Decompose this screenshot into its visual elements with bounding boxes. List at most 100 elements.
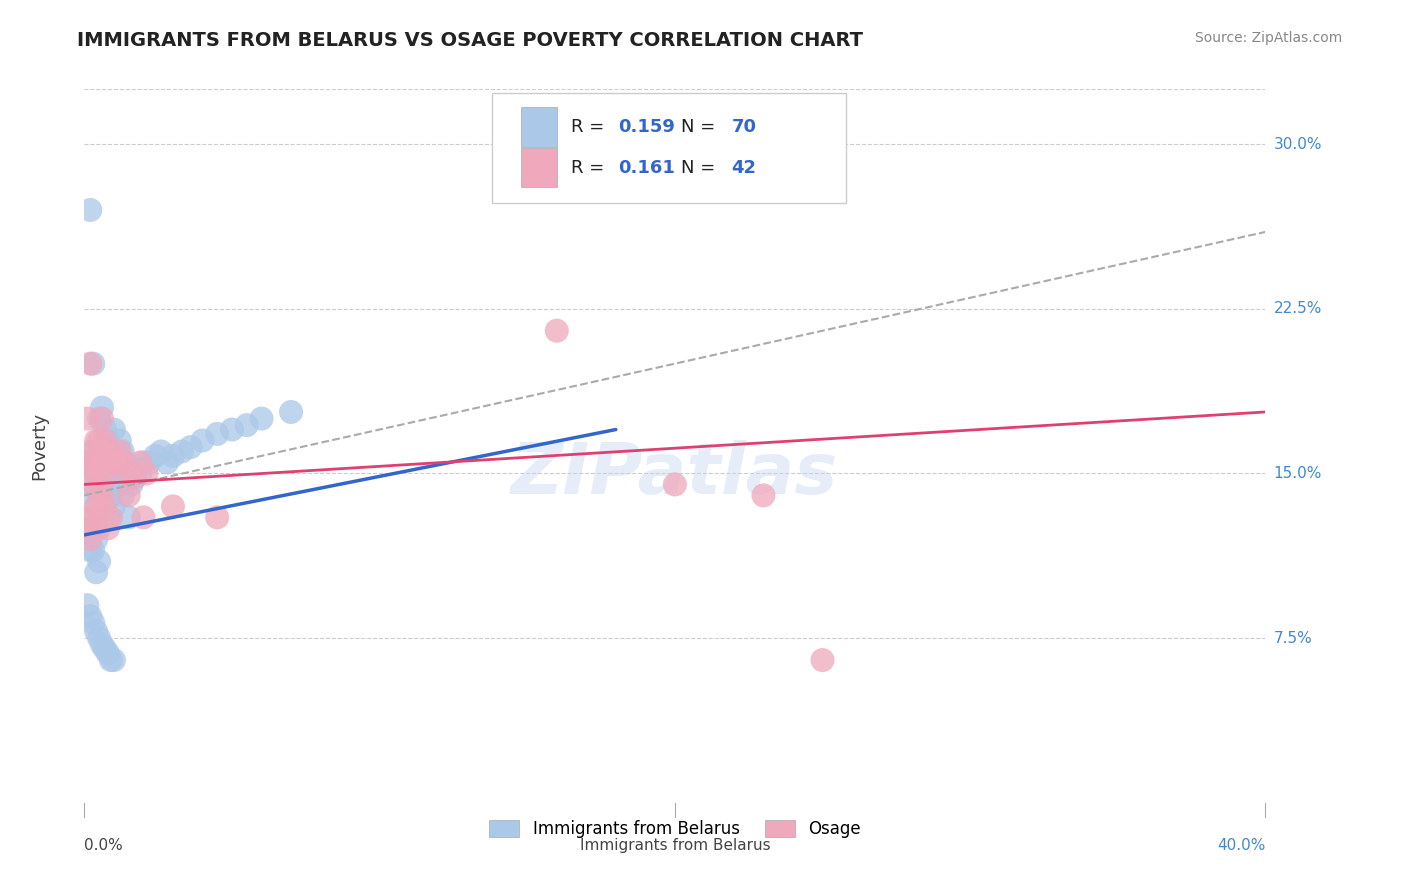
Text: R =: R =	[571, 159, 610, 177]
Point	[87, 467, 111, 481]
Point	[250, 411, 273, 425]
Point	[76, 510, 98, 524]
Point	[84, 500, 107, 514]
Point	[97, 467, 120, 481]
Text: R =: R =	[571, 118, 610, 136]
Point	[79, 533, 101, 547]
Point	[94, 642, 117, 657]
Point	[180, 440, 202, 454]
Point	[87, 411, 111, 425]
Point	[91, 638, 114, 652]
Point	[82, 488, 104, 502]
Point	[84, 434, 107, 448]
Text: 70: 70	[731, 118, 756, 136]
Point	[79, 543, 101, 558]
Point	[91, 510, 114, 524]
Text: 30.0%: 30.0%	[1274, 136, 1322, 152]
Point	[82, 510, 104, 524]
Point	[111, 455, 134, 469]
Point	[100, 455, 122, 469]
Point	[84, 566, 107, 580]
Text: 0.0%: 0.0%	[84, 838, 124, 854]
Point	[82, 543, 104, 558]
Point	[103, 449, 125, 463]
Point	[100, 653, 122, 667]
Point	[143, 449, 166, 463]
Point	[105, 477, 128, 491]
Point	[162, 500, 184, 514]
Point	[87, 434, 111, 448]
Point	[129, 455, 152, 469]
Point	[162, 449, 184, 463]
Point	[97, 647, 120, 661]
Point	[156, 455, 179, 469]
Point	[280, 405, 302, 419]
Point	[91, 444, 114, 458]
Text: 7.5%: 7.5%	[1274, 631, 1312, 646]
Point	[87, 488, 111, 502]
Point	[84, 533, 107, 547]
Point	[114, 455, 136, 469]
FancyBboxPatch shape	[522, 148, 557, 187]
Text: 42: 42	[731, 159, 756, 177]
Point	[91, 455, 114, 469]
Point	[97, 444, 120, 458]
Text: Source: ZipAtlas.com: Source: ZipAtlas.com	[1195, 31, 1343, 45]
Text: 15.0%: 15.0%	[1274, 466, 1322, 481]
Point	[127, 462, 149, 476]
Text: N =: N =	[681, 159, 721, 177]
Point	[97, 434, 120, 448]
Point	[118, 488, 141, 502]
Point	[94, 500, 117, 514]
Point	[752, 488, 775, 502]
Text: 40.0%: 40.0%	[1218, 838, 1265, 854]
Point	[91, 401, 114, 415]
Point	[76, 455, 98, 469]
Point	[82, 521, 104, 535]
Point	[191, 434, 214, 448]
Point	[87, 455, 111, 469]
Point	[207, 510, 229, 524]
Point	[76, 521, 98, 535]
Point	[132, 510, 155, 524]
Point	[84, 467, 107, 481]
Point	[82, 455, 104, 469]
Point	[100, 455, 122, 469]
Point	[100, 488, 122, 502]
Point	[103, 455, 125, 469]
Point	[79, 444, 101, 458]
Point	[84, 624, 107, 639]
Point	[124, 471, 146, 485]
Point	[108, 434, 131, 448]
Point	[546, 324, 568, 338]
Text: IMMIGRANTS FROM BELARUS VS OSAGE POVERTY CORRELATION CHART: IMMIGRANTS FROM BELARUS VS OSAGE POVERTY…	[77, 31, 863, 50]
Point	[100, 510, 122, 524]
Point	[91, 477, 114, 491]
Point	[79, 609, 101, 624]
Point	[91, 411, 114, 425]
Point	[79, 455, 101, 469]
Text: Poverty: Poverty	[31, 412, 48, 480]
Point	[124, 471, 146, 485]
Point	[84, 500, 107, 514]
Point	[87, 521, 111, 535]
Point	[76, 477, 98, 491]
Text: Immigrants from Belarus: Immigrants from Belarus	[579, 838, 770, 854]
Text: 0.159: 0.159	[619, 118, 675, 136]
Point	[108, 477, 131, 491]
Point	[87, 554, 111, 568]
Point	[79, 202, 101, 217]
Point	[84, 467, 107, 481]
Point	[82, 615, 104, 630]
Point	[108, 444, 131, 458]
Point	[150, 444, 173, 458]
Point	[94, 423, 117, 437]
FancyBboxPatch shape	[522, 107, 557, 146]
Point	[811, 653, 834, 667]
Point	[94, 455, 117, 469]
Point	[118, 467, 141, 481]
Point	[118, 467, 141, 481]
Point	[76, 411, 98, 425]
Point	[94, 434, 117, 448]
Text: ZIPatlas: ZIPatlas	[512, 440, 838, 509]
